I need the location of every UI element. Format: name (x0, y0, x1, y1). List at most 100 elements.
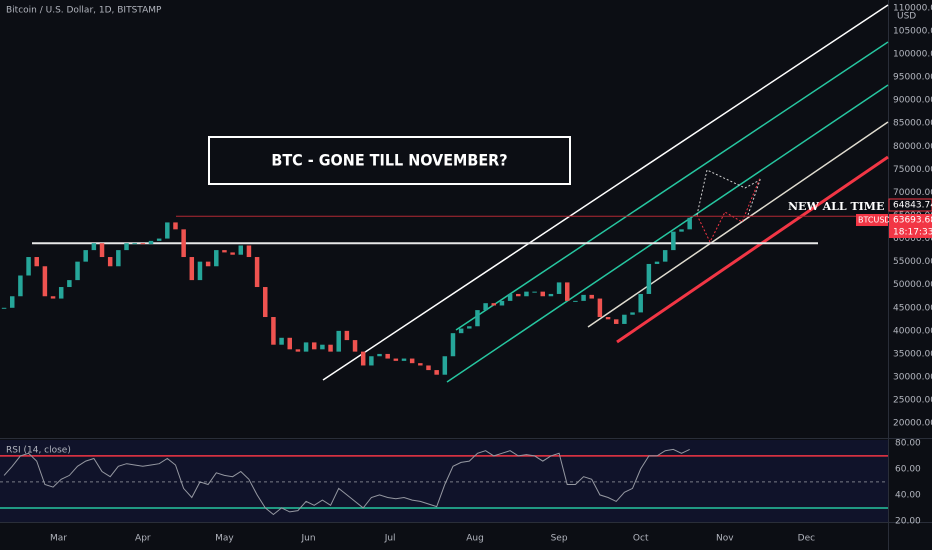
candle (311, 342, 317, 350)
candle (434, 370, 439, 375)
x-tick-label: Oct (633, 534, 649, 544)
y-tick-label: 45000.00 (893, 303, 932, 313)
candle (83, 250, 88, 262)
candle (679, 229, 684, 232)
candle (532, 291, 537, 293)
candle (263, 287, 268, 318)
candle (132, 243, 137, 245)
trendline (322, 4, 889, 381)
candle (573, 300, 578, 302)
candle (409, 358, 415, 364)
candle (467, 326, 472, 329)
candle (91, 243, 97, 251)
last-price-tag (889, 214, 932, 238)
x-tick-label: Jun (300, 534, 315, 544)
candle (613, 319, 619, 324)
y-tick-label: 60000.00 (893, 234, 932, 244)
candle (303, 342, 309, 352)
candle (662, 250, 668, 262)
candle (116, 250, 121, 267)
candle (124, 243, 129, 251)
candle (499, 300, 505, 306)
rsi-line (3, 448, 690, 516)
x-tick-label: Jul (384, 534, 396, 544)
y-tick-label: 90000.00 (893, 96, 932, 106)
candle (271, 317, 276, 345)
symbol-title: Bitcoin / U.S. Dollar, 1D, BITSTAMP (6, 6, 162, 16)
y-tick-label: 30000.00 (893, 373, 932, 383)
countdown-label: 18:17:33 (893, 228, 932, 238)
x-tick-label: Mar (50, 534, 67, 544)
candle (9, 296, 15, 308)
candle (369, 356, 374, 366)
candle (34, 257, 39, 267)
candle (377, 353, 382, 357)
candle (458, 328, 464, 334)
candle (181, 229, 186, 258)
candle (540, 291, 546, 297)
candle (507, 293, 513, 301)
candle (360, 351, 366, 366)
x-tick-label: Sep (551, 534, 568, 544)
candle (638, 293, 643, 313)
candle (1, 307, 7, 309)
candle (630, 312, 635, 315)
candle (516, 293, 521, 297)
candle (475, 310, 480, 327)
candle (687, 217, 692, 230)
x-tick-label: May (215, 534, 234, 544)
candle (148, 240, 154, 245)
candle (524, 291, 529, 297)
y-tick-label: 35000.00 (893, 349, 932, 359)
y-tick-label: 70000.00 (893, 188, 932, 198)
candle (238, 245, 244, 255)
y-tick-label: 50000.00 (893, 280, 932, 290)
symbol-tag (856, 214, 888, 226)
rsi-tick-label: 80.00 (895, 438, 921, 448)
candle (328, 344, 333, 352)
candle (156, 238, 162, 241)
annotation-text: BTC - GONE TILL NOVEMBER? (271, 151, 507, 170)
candle (385, 353, 390, 359)
candle (75, 261, 80, 281)
rsi-tick-label: 60.00 (895, 464, 921, 474)
y-tick-label: 80000.00 (893, 142, 932, 152)
rsi-pane (0, 440, 888, 522)
candle (622, 314, 627, 324)
candle (581, 294, 586, 301)
candle (393, 358, 399, 361)
currency: USD (897, 12, 916, 22)
last-price-label: 63693.68 (893, 216, 932, 226)
candle (140, 243, 146, 245)
candle (605, 317, 611, 320)
candle (42, 266, 48, 297)
annotation-box (208, 136, 571, 185)
trendline (587, 121, 889, 328)
rsi-tick-label: 40.00 (895, 490, 921, 500)
candle (418, 363, 423, 366)
candle (173, 222, 178, 230)
y-tick-label: 95000.00 (893, 73, 932, 83)
candle (589, 294, 594, 299)
candle (548, 293, 554, 297)
candle (442, 356, 448, 375)
candle (58, 287, 64, 299)
candle (450, 333, 456, 357)
candle (50, 296, 56, 299)
y-tick-label: 105000.00 (893, 26, 932, 36)
x-tick-label: Dec (798, 534, 815, 544)
candle (254, 257, 260, 288)
y-tick-label: 100000.00 (893, 49, 932, 59)
high-price-tag (888, 198, 932, 212)
trendlines (322, 4, 889, 383)
candle (230, 252, 235, 255)
candle (279, 337, 284, 345)
candle (222, 250, 227, 253)
candle (597, 298, 603, 318)
candle (99, 243, 105, 258)
y-tick-label: 85000.00 (893, 119, 932, 129)
high-price-label: 64843.74 (893, 201, 932, 211)
candle (214, 250, 219, 267)
y-tick-label: 75000.00 (893, 165, 932, 175)
